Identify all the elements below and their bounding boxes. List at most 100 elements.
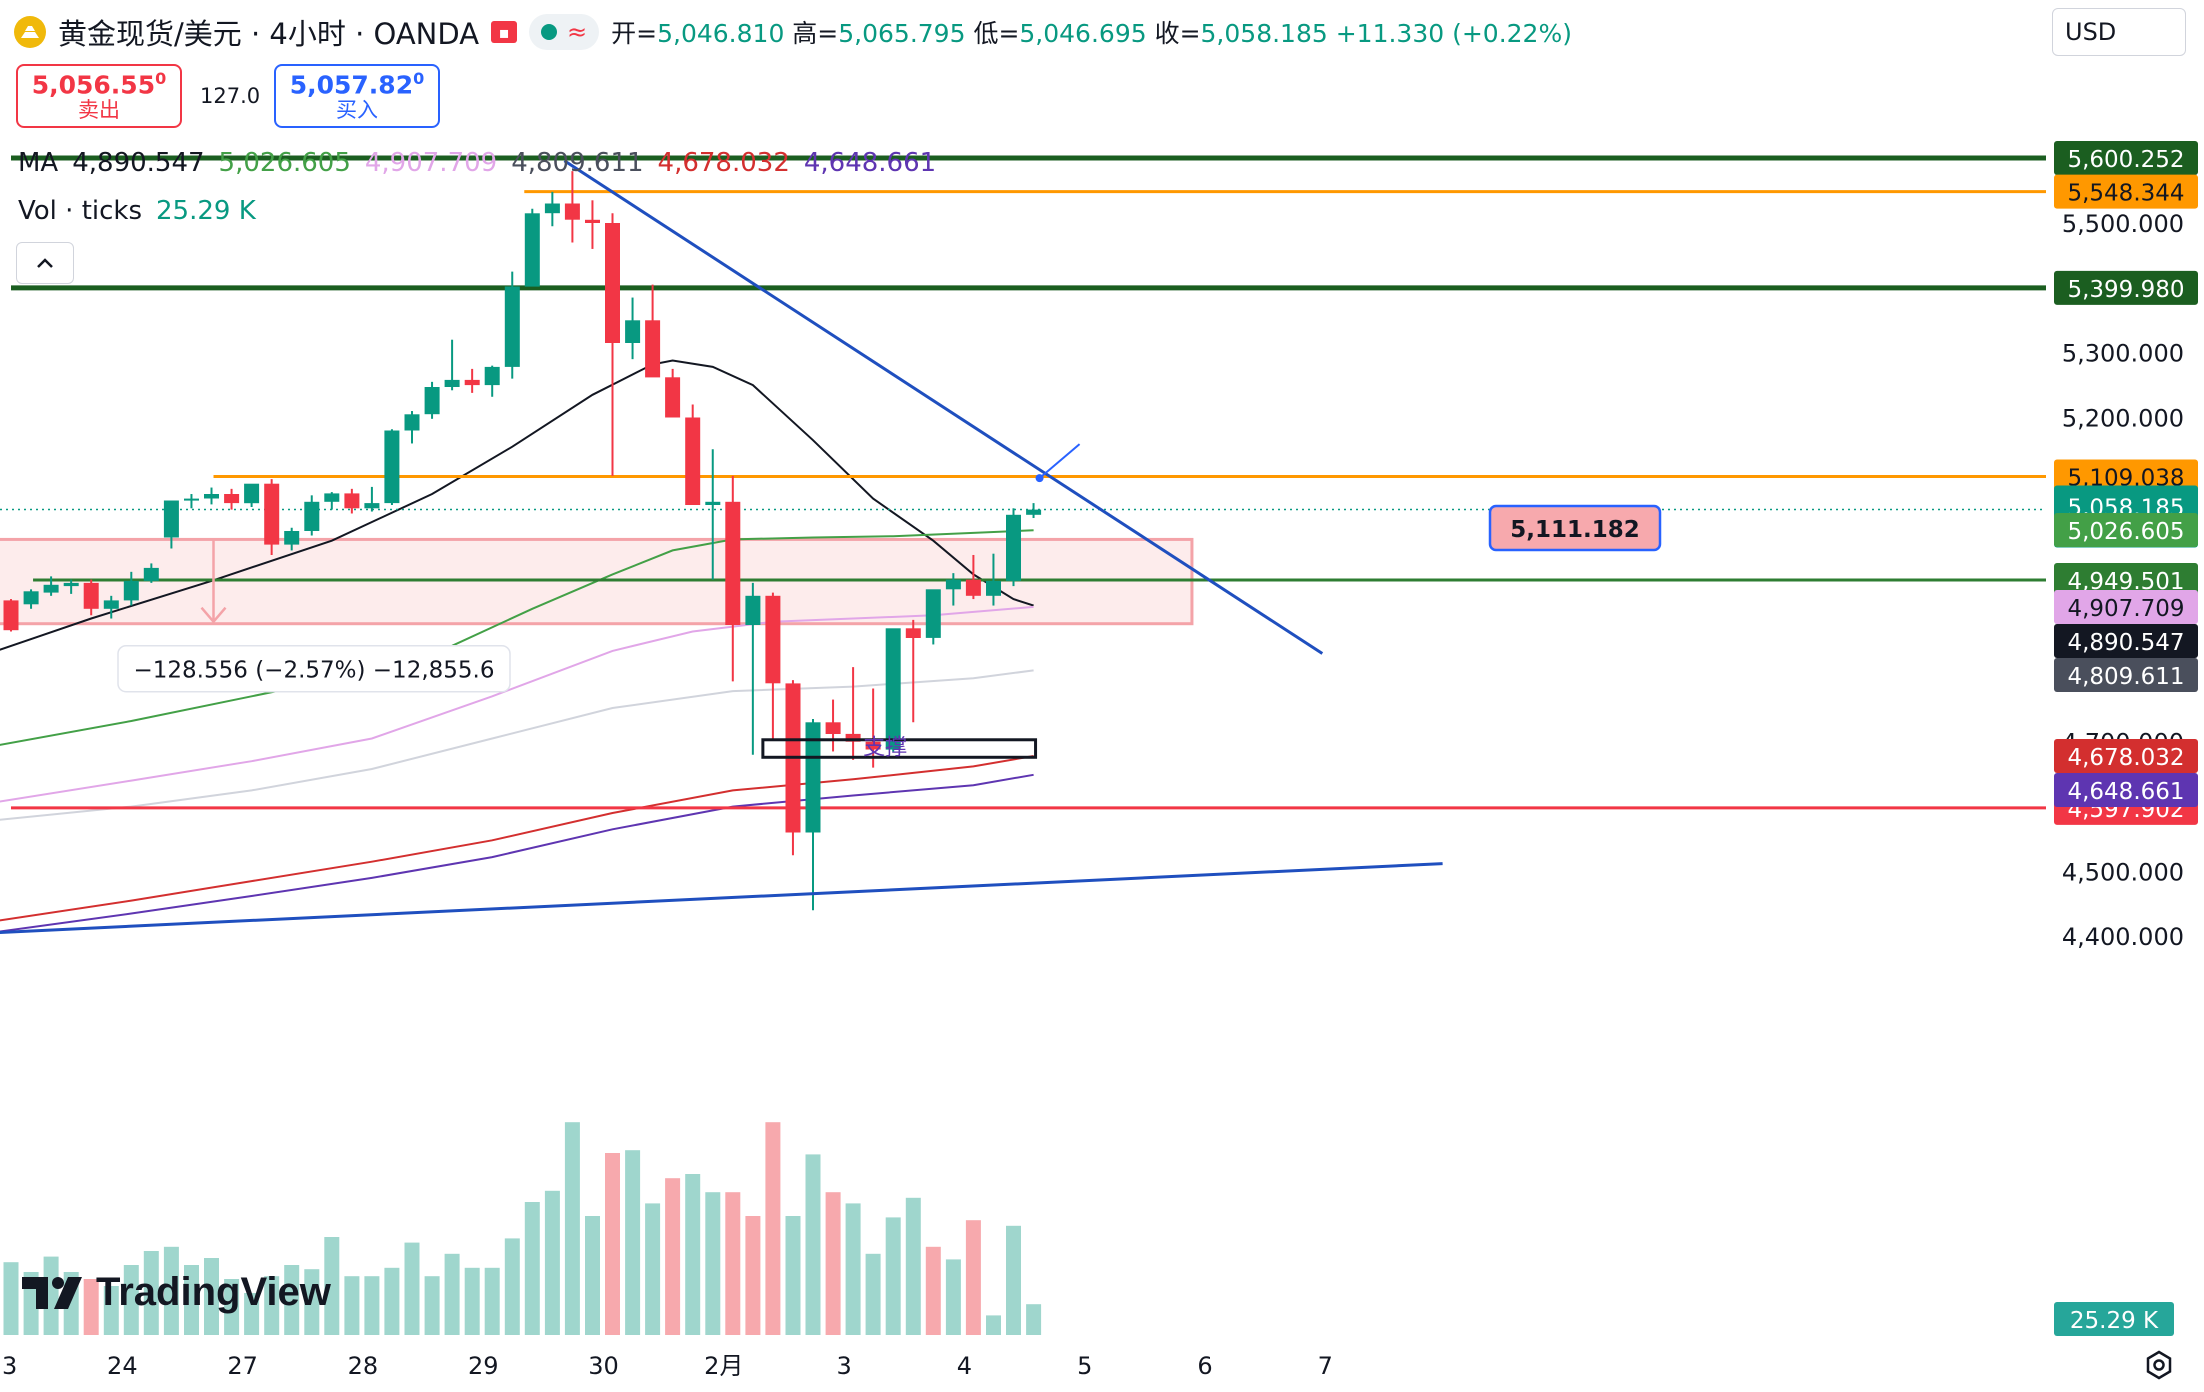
symbol-title[interactable]: 黄金现货/美元 · 4小时 · OANDA — [58, 17, 480, 51]
candle-body — [705, 501, 721, 505]
volume-tag-text: 25.29 K — [2070, 1308, 2159, 1334]
volume-bar — [143, 1251, 159, 1335]
volume-bar — [705, 1192, 721, 1335]
ma-price-tag: 4,890.547 — [2054, 624, 2198, 659]
volume-bar — [244, 1293, 260, 1335]
candle-body — [103, 600, 119, 609]
currency-selector[interactable]: USD — [2052, 8, 2186, 56]
level-price-tag-text: 5,548.344 — [2067, 181, 2184, 207]
candle-body — [123, 580, 139, 601]
volume-bar — [805, 1154, 821, 1335]
candle-body — [63, 582, 79, 587]
ma-price-tag-text: 5,026.605 — [2067, 519, 2184, 545]
candle-body — [645, 320, 661, 378]
candle-body — [83, 582, 99, 609]
x-axis-tick-label: 23 — [0, 1352, 17, 1380]
volume-bar — [304, 1269, 320, 1335]
moving-average-line — [0, 605, 1034, 803]
volume-bar — [986, 1315, 1001, 1335]
volume-bar — [524, 1202, 540, 1335]
candle-body — [3, 600, 19, 631]
level-price-tag: 5,548.344 — [2054, 174, 2198, 209]
candle-body — [725, 501, 741, 625]
volume-bar — [504, 1238, 520, 1335]
support-box — [761, 738, 1038, 759]
sell-button[interactable]: 5,056.550 卖出 — [16, 64, 182, 128]
volume-bar — [404, 1242, 420, 1335]
volume-bar — [825, 1192, 841, 1335]
callout-text: 5,111.182 — [1510, 517, 1640, 543]
x-axis-tick-label: 2月 — [704, 1352, 743, 1380]
candle-body — [304, 501, 320, 531]
market-flag-icon: ▪ — [491, 21, 518, 43]
volume-bar — [945, 1259, 961, 1335]
candle-body — [925, 589, 941, 638]
measure-arrow-head — [200, 606, 227, 624]
collapse-legend-button[interactable] — [16, 242, 74, 284]
volume-bar — [364, 1276, 380, 1335]
candle-body — [845, 733, 861, 742]
ma-value-6: 4,648.661 — [803, 148, 937, 178]
tradingview-logo[interactable]: TradingView — [22, 1270, 331, 1315]
tradingview-logo-text: TradingView — [96, 1270, 331, 1314]
callout-label: 5,111.182 — [1488, 504, 1662, 552]
chevron-up-icon — [37, 258, 53, 268]
level-price-tag-bg — [2054, 270, 2198, 305]
volume-bar — [845, 1203, 861, 1335]
x-axis-tick-label: 27 — [227, 1352, 258, 1380]
level-price-tag-bg — [2054, 174, 2198, 209]
volume-bar — [264, 1276, 280, 1335]
market-status[interactable]: ≈ — [529, 14, 600, 50]
tradingview-mark-icon — [22, 1276, 82, 1309]
volume-bar — [344, 1276, 360, 1335]
candle-body — [444, 379, 460, 387]
close-value: 5,058.185 — [1200, 19, 1328, 48]
candle-body — [585, 219, 600, 223]
volume-bar — [585, 1216, 600, 1335]
volume-bar — [204, 1258, 219, 1335]
volume-bar — [745, 1216, 761, 1335]
candle-body — [685, 417, 701, 505]
candle-body — [43, 584, 59, 593]
change-value: +11.330 (+0.22%) — [1335, 19, 1572, 48]
candle-body — [224, 494, 240, 504]
volume-bar — [224, 1279, 240, 1335]
candle-body — [344, 493, 360, 509]
candle-body — [484, 366, 500, 386]
ma-price-tag-bg — [2054, 738, 2198, 773]
volume-bar — [645, 1203, 661, 1335]
x-axis-tick-label: 24 — [107, 1352, 138, 1380]
candle-body — [865, 741, 881, 750]
candle-body — [464, 379, 480, 386]
volume-bar — [384, 1267, 400, 1335]
level-price-tag-bg — [2054, 140, 2198, 175]
ma-value-1: 4,890.547 — [72, 148, 205, 178]
candle-body — [404, 414, 420, 431]
level-price-tag-text: 5,399.980 — [2067, 277, 2184, 303]
candle-body — [23, 591, 39, 605]
buy-label: 买入 — [336, 97, 378, 122]
candle-body — [885, 628, 901, 750]
volume-bar — [564, 1122, 580, 1335]
x-axis-tick-label: 30 — [588, 1352, 619, 1380]
settings-icon[interactable] — [2144, 1350, 2174, 1384]
callout-box — [1488, 504, 1662, 552]
volume-legend[interactable]: Vol · ticks 25.29 K — [18, 196, 256, 226]
candle-body — [384, 430, 400, 504]
volume-bar — [905, 1197, 921, 1335]
candle-body — [805, 722, 821, 833]
ma-legend[interactable]: MA 4,890.547 5,026.605 4,907.709 4,809.6… — [18, 148, 936, 178]
candle-body — [544, 203, 560, 214]
delayed-data-icon: ≈ — [567, 18, 588, 46]
ma-legend-label: MA — [18, 148, 59, 178]
volume-price-tag: 25.29 K — [2054, 1302, 2174, 1336]
volume-bar — [665, 1178, 681, 1335]
buy-button[interactable]: 5,057.820 买入 — [274, 64, 440, 128]
x-axis-tick-label: 3 — [836, 1352, 851, 1380]
level-price-tag-text: 5,600.252 — [2067, 147, 2184, 173]
market-open-dot-icon — [541, 24, 558, 40]
ma-value-3: 4,907.709 — [364, 148, 498, 178]
y-axis-tick-label: 4,400.000 — [2062, 923, 2184, 951]
candle-body — [143, 567, 159, 581]
